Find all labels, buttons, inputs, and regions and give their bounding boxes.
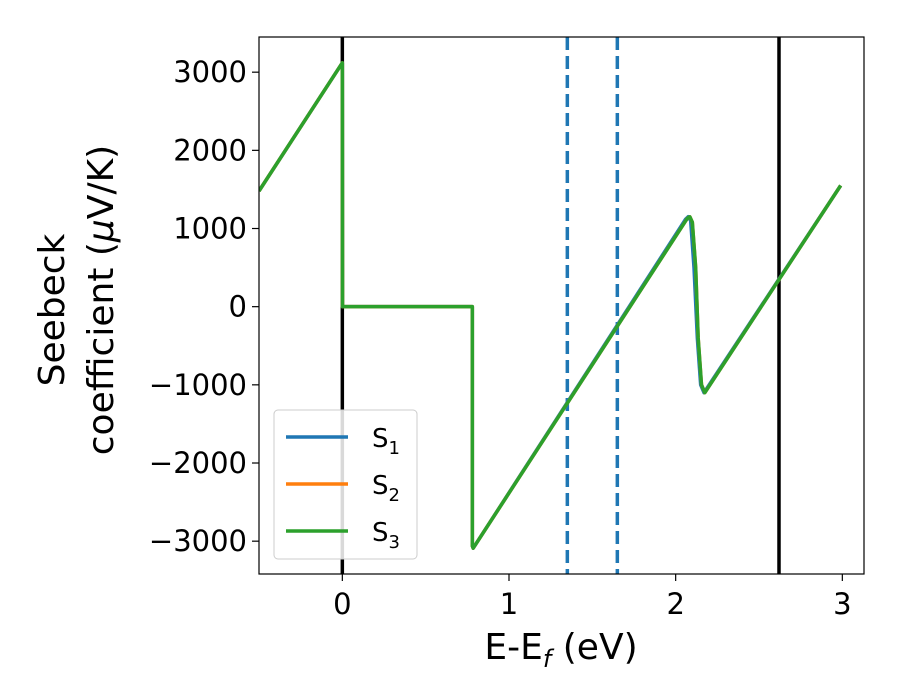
x-tick-label: 2 [666, 587, 684, 621]
legend-label-S1: S1 [372, 424, 400, 459]
y-tick-label: 1000 [173, 212, 247, 246]
series-lines [259, 61, 843, 550]
legend: S1 S2 S3 [273, 409, 418, 560]
y-tick-label: −3000 [149, 524, 247, 558]
x-axis: 0 1 2 3 [333, 574, 852, 621]
y-tick-label: 3000 [173, 55, 247, 89]
x-axis-label: E-Ef (eV) [484, 627, 637, 673]
y-tick-label: −1000 [149, 368, 247, 402]
x-tick-label: 3 [833, 587, 851, 621]
plot-frame [258, 36, 865, 575]
series-line-S3 [259, 61, 843, 550]
x-tick-label: 0 [333, 587, 351, 621]
legend-label-S3: S3 [372, 518, 400, 553]
y-tick-label: 2000 [173, 133, 247, 167]
y-tick-label: 0 [229, 290, 247, 324]
y-axis: 3000 2000 1000 0 −1000 −2000 −3000 [149, 55, 259, 558]
x-tick-label: 1 [500, 587, 518, 621]
y-axis-label-line1: Seebeck [32, 233, 73, 386]
y-axis-label-line2: coefficient (μV/K) [81, 145, 122, 455]
legend-label-S2: S2 [372, 471, 400, 506]
y-tick-label: −2000 [149, 446, 247, 480]
